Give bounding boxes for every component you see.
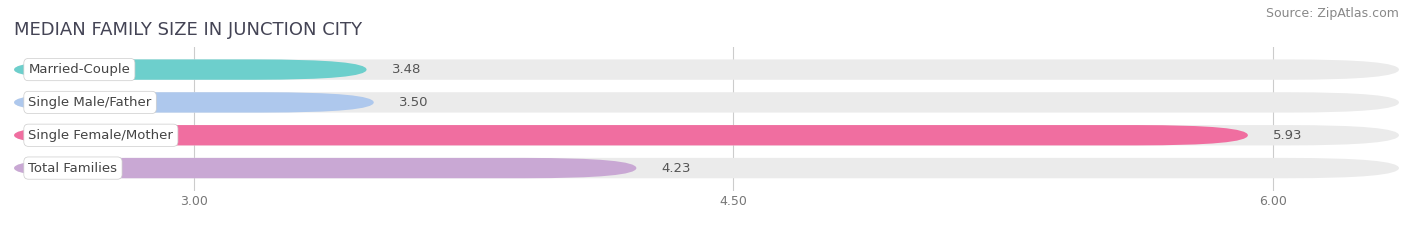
FancyBboxPatch shape <box>14 92 1399 113</box>
FancyBboxPatch shape <box>14 158 637 178</box>
Text: Source: ZipAtlas.com: Source: ZipAtlas.com <box>1265 7 1399 20</box>
Text: 3.48: 3.48 <box>392 63 422 76</box>
FancyBboxPatch shape <box>14 92 374 113</box>
Text: 4.23: 4.23 <box>662 161 692 175</box>
Text: Total Families: Total Families <box>28 161 118 175</box>
FancyBboxPatch shape <box>14 125 1399 145</box>
Text: 3.50: 3.50 <box>399 96 429 109</box>
Text: 5.93: 5.93 <box>1272 129 1302 142</box>
Text: Married-Couple: Married-Couple <box>28 63 131 76</box>
FancyBboxPatch shape <box>14 59 1399 80</box>
Text: MEDIAN FAMILY SIZE IN JUNCTION CITY: MEDIAN FAMILY SIZE IN JUNCTION CITY <box>14 21 363 39</box>
FancyBboxPatch shape <box>14 59 367 80</box>
FancyBboxPatch shape <box>14 125 1249 145</box>
Text: Single Female/Mother: Single Female/Mother <box>28 129 173 142</box>
FancyBboxPatch shape <box>14 158 1399 178</box>
Text: Single Male/Father: Single Male/Father <box>28 96 152 109</box>
